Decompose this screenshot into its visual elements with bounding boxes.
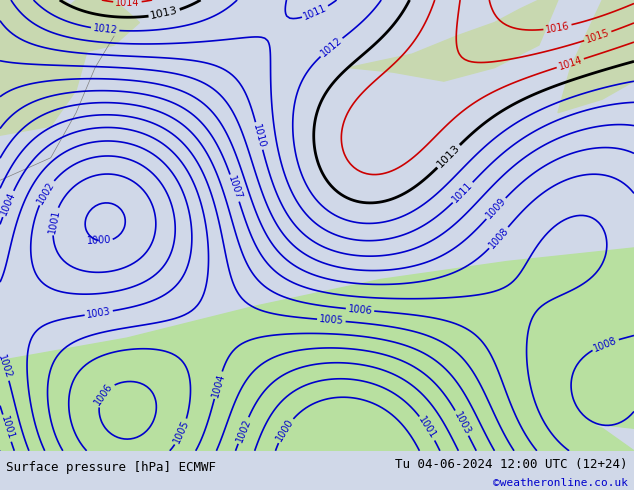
Text: 1000: 1000: [86, 235, 111, 246]
Text: 1003: 1003: [86, 306, 112, 320]
Text: Tu 04-06-2024 12:00 UTC (12+24): Tu 04-06-2024 12:00 UTC (12+24): [395, 458, 628, 471]
Polygon shape: [0, 0, 634, 451]
Text: 1002: 1002: [234, 417, 252, 444]
Text: 1006: 1006: [93, 381, 115, 407]
Text: 1013: 1013: [435, 143, 462, 170]
Text: 1005: 1005: [172, 419, 191, 445]
Polygon shape: [0, 383, 634, 451]
Text: 1005: 1005: [319, 314, 344, 326]
Text: 1012: 1012: [319, 35, 344, 59]
Text: 1012: 1012: [93, 23, 118, 36]
Polygon shape: [0, 248, 634, 451]
Text: 1004: 1004: [210, 372, 226, 398]
Text: 1007: 1007: [226, 175, 243, 201]
Polygon shape: [349, 0, 558, 81]
Text: 1004: 1004: [0, 191, 17, 217]
Polygon shape: [0, 0, 95, 135]
Text: 1000: 1000: [275, 417, 295, 443]
Text: 1006: 1006: [347, 304, 373, 316]
Polygon shape: [32, 0, 139, 68]
Text: 1002: 1002: [0, 354, 13, 380]
Text: 1008: 1008: [592, 335, 619, 353]
Text: ©weatheronline.co.uk: ©weatheronline.co.uk: [493, 478, 628, 488]
Text: 1001: 1001: [47, 208, 61, 234]
Text: 1003: 1003: [452, 410, 472, 436]
Text: 1014: 1014: [115, 0, 139, 7]
Text: 1015: 1015: [585, 27, 611, 45]
Text: 1009: 1009: [484, 196, 508, 221]
Polygon shape: [558, 0, 634, 113]
Text: 1001: 1001: [417, 415, 438, 441]
Text: 1010: 1010: [251, 123, 267, 149]
Text: Surface pressure [hPa] ECMWF: Surface pressure [hPa] ECMWF: [6, 462, 216, 474]
Text: 1008: 1008: [487, 225, 511, 250]
Text: 1013: 1013: [150, 6, 179, 22]
Text: 1016: 1016: [545, 21, 571, 35]
Text: 1011: 1011: [302, 3, 328, 22]
Text: 1002: 1002: [36, 179, 56, 206]
Text: 1014: 1014: [557, 55, 583, 72]
Text: 1011: 1011: [451, 180, 475, 205]
Text: 1001: 1001: [0, 415, 15, 441]
